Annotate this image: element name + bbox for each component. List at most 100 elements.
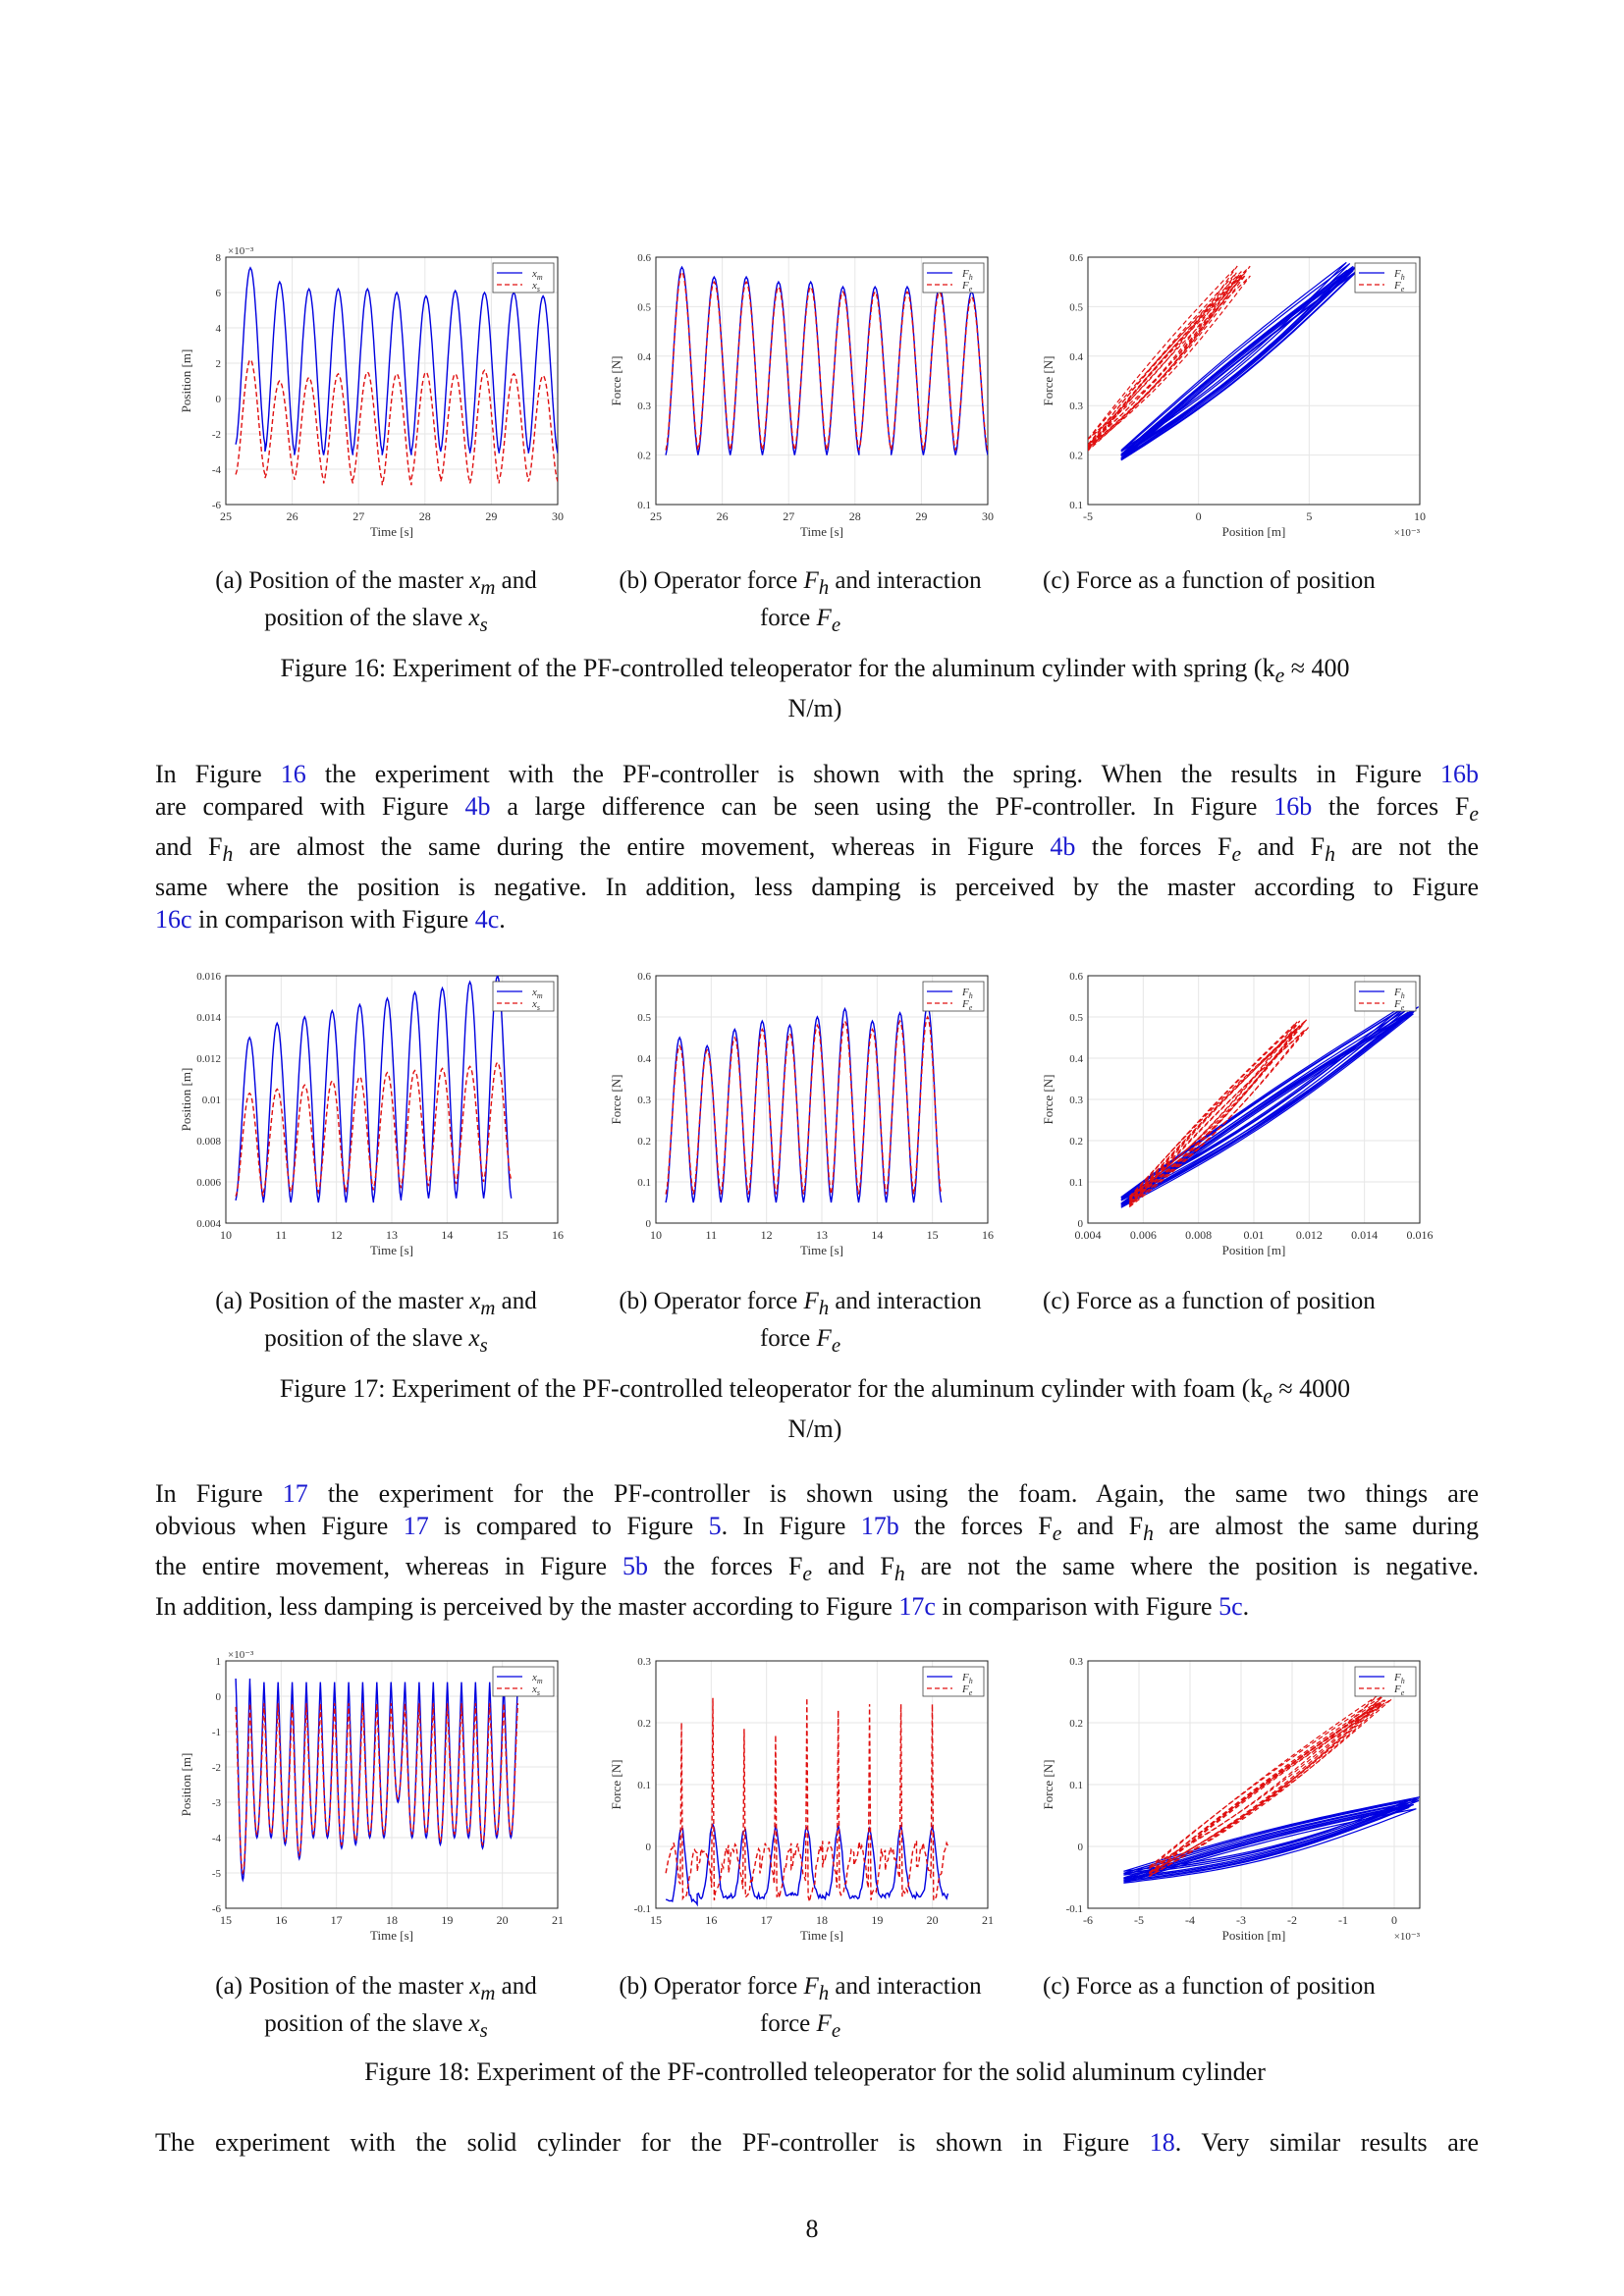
y-tick-label: 0.012 [196,1053,221,1065]
plot-frame [655,1660,989,1909]
y-tick-label: 0.3 [637,400,651,412]
legend-box [492,981,555,1012]
x-tick-label: 15 [927,1228,939,1242]
series-line-xm [235,266,558,455]
x-tick-label: 14 [871,1228,883,1242]
chart-fig16a: 25 26 27 28 29 30 -6 -4 -2 0 2 4 6 8 Time [s] Position … [179,245,564,539]
x-tick-label: 28 [849,509,861,523]
loop-Fe [1088,271,1242,446]
subcaption-18a: (a) Position of the master xm and positi… [215,1973,537,2042]
plot-frame [225,256,559,506]
x-tick-label: 11 [276,1228,288,1242]
y-axis-label: Position [m] [179,1753,193,1817]
legend-label: Fe [961,280,973,294]
x-tick-label: 25 [650,509,662,523]
x-tick-label: 19 [871,1913,883,1927]
subcaption-16b: (b) Operator force Fh and interaction fo… [619,567,982,636]
paragraph-2: In Figure 17 the experiment for the PF-c… [155,1477,1479,1623]
y-tick-label: 0.2 [1069,451,1083,462]
y-tick-label: 0.2 [1069,1718,1083,1730]
plot-data [665,1002,943,1203]
x-tick-label: 11 [706,1228,718,1242]
loop-Fe [1088,265,1238,440]
x-tick-label: 0.012 [1296,1228,1323,1242]
x-tick-label: 0.008 [1185,1228,1212,1242]
x-tick-label: 0.006 [1130,1228,1157,1242]
plot-data [665,265,988,455]
x-axis-label: Time [s] [800,524,843,539]
legend-box [922,1666,985,1697]
y-exponent-label: ×10⁻³ [228,1649,254,1661]
subcaption-17b: (b) Operator force Fh and interaction fo… [619,1288,982,1357]
x-tick-label: 17 [331,1913,343,1927]
x-axis-label: Time [s] [800,1928,843,1943]
plot-frame [225,975,559,1224]
plot-data [1088,261,1357,461]
y-tick-label: -0.1 [634,1903,651,1915]
x-tick-label: 17 [761,1913,773,1927]
plot-data [235,266,558,486]
y-axis-label: Force [N] [609,356,623,406]
legend-label: xm [531,268,543,282]
y-tick-label: -6 [212,1903,222,1915]
legend-box [492,262,555,294]
x-tick-label: 19 [441,1913,453,1927]
legend-label: xm [531,987,543,1000]
figure-18-caption: Figure 18: Experiment of the PF-controll… [364,2057,1266,2086]
x-tick-label: -5 [1134,1913,1144,1927]
plot-frame [1087,975,1421,1224]
x-tick-label: 30 [552,509,564,523]
legend-label: Fh [961,987,973,1000]
x-tick-label: -5 [1083,509,1093,523]
x-tick-label: 13 [386,1228,398,1242]
x-exponent-label: ×10⁻³ [1394,527,1421,539]
loop-Fh [1120,261,1347,452]
legend-box [492,1666,555,1697]
y-tick-label: 0.4 [637,1053,651,1065]
y-tick-label: 6 [216,288,222,299]
y-tick-label: 0 [646,1842,652,1853]
legend-label: Fh [961,1672,973,1685]
x-tick-label: 0.01 [1244,1228,1265,1242]
y-axis-label: Force [N] [1041,356,1056,406]
x-tick-label: 18 [816,1913,828,1927]
para-line: the entire movement, whereas in Figure 5… [155,1552,1479,1586]
y-tick-label: -2 [212,429,221,441]
loop-Fe [1149,1698,1392,1873]
legend-box [1354,981,1417,1012]
plot-frame [655,256,989,506]
chart-fig18c: -6 -5 -4 -3 -2 -1 0 -0.1 0 0.1 0.2 0.3 Position [m] F… [1041,1656,1421,1943]
x-tick-label: 20 [927,1913,939,1927]
y-axis-label: Force [N] [609,1075,623,1125]
y-axis-label: Position [m] [179,349,193,413]
x-axis-label: Position [m] [1222,1928,1286,1943]
y-tick-label: 0.4 [1069,351,1083,363]
page-number: 8 [805,2215,819,2243]
y-tick-label: 0.5 [1069,301,1083,313]
x-tick-label: 10 [1414,509,1426,523]
plot-area [1087,256,1421,506]
series-line-xs [235,1703,519,1876]
x-tick-label: 21 [552,1913,564,1927]
legend-label: xs [531,280,540,294]
y-tick-label: -0.1 [1066,1903,1083,1915]
y-exponent-label: ×10⁻³ [228,245,254,257]
x-tick-label: 0.016 [1407,1228,1434,1242]
series-line-xm [235,976,513,1203]
legend-label: xs [531,998,540,1012]
loop-Fh [1123,1796,1420,1872]
y-tick-label: 2 [216,358,222,370]
y-tick-label: 0.1 [1069,1177,1083,1189]
paragraph-1: In Figure 16 the experiment with the PF-… [155,758,1479,935]
x-axis-label: Time [s] [370,1243,413,1257]
y-tick-label: 0.01 [202,1095,221,1106]
loop-Fe [1088,275,1251,450]
x-tick-label: -1 [1338,1913,1348,1927]
legend-box [922,262,985,294]
x-tick-label: -6 [1083,1913,1093,1927]
chart-fig17c: 0.004 0.006 0.008 0.01 0.012 0.014 0.016 0 0.1 0.… [1041,971,1434,1257]
legend-box [922,981,985,1012]
legend-label: Fe [961,1683,973,1697]
x-tick-label: 27 [352,509,364,523]
loop-Fh [1123,1802,1409,1879]
